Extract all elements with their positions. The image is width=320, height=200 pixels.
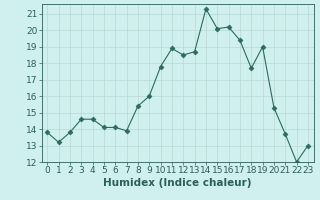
X-axis label: Humidex (Indice chaleur): Humidex (Indice chaleur) <box>103 178 252 188</box>
